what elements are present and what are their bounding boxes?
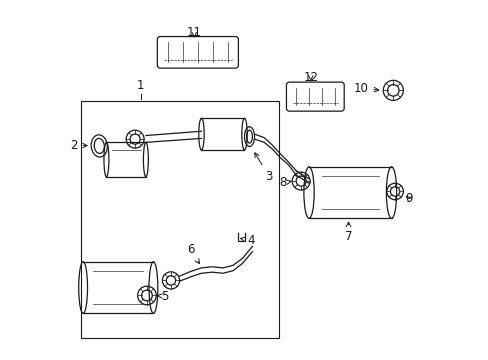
Text: 11: 11: [186, 27, 202, 40]
Text: 12: 12: [303, 71, 318, 84]
Text: 2: 2: [70, 139, 87, 152]
Text: 6: 6: [186, 243, 199, 264]
Text: 9: 9: [405, 192, 412, 205]
Bar: [81, 101, 278, 338]
Text: 8: 8: [279, 176, 290, 189]
Text: 3: 3: [254, 153, 272, 183]
Text: 1: 1: [137, 79, 144, 92]
Text: 4: 4: [240, 234, 254, 247]
Text: 5: 5: [158, 290, 168, 303]
Text: 10: 10: [353, 82, 378, 95]
Text: 7: 7: [344, 222, 351, 243]
